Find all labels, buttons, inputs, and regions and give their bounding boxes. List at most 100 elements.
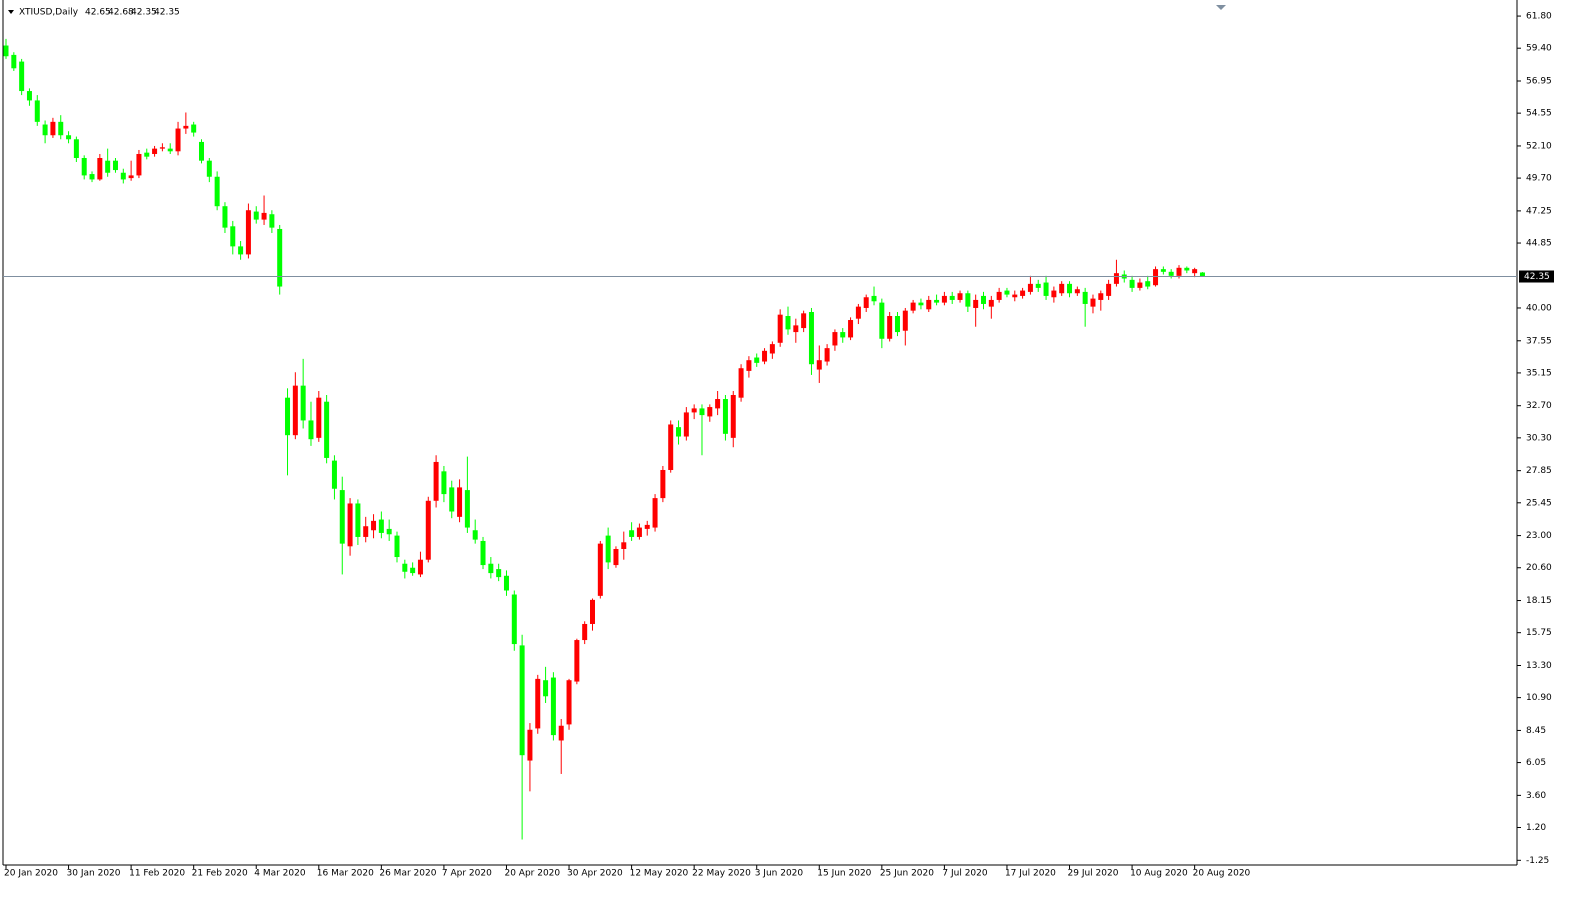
candle-body — [42, 124, 48, 136]
candle-body — [433, 461, 439, 501]
candle-body — [519, 645, 525, 756]
y-tick-label: 25.45 — [1526, 498, 1552, 508]
y-tick-label: 20.60 — [1526, 563, 1552, 573]
candle-body — [785, 316, 791, 330]
candle-body — [1082, 291, 1088, 304]
candle-body — [152, 148, 158, 154]
candle-body — [300, 385, 306, 421]
x-tick-label: 25 Jun 2020 — [880, 869, 934, 879]
candle-body — [371, 520, 377, 531]
candle-body — [472, 530, 478, 540]
x-tick-label: 17 Jul 2020 — [1005, 869, 1056, 879]
candle-body — [1160, 269, 1166, 272]
candle-body — [324, 401, 330, 458]
candle-body — [1020, 290, 1026, 296]
x-tick-label: 30 Apr 2020 — [567, 869, 623, 879]
candle-body — [73, 139, 79, 159]
y-tick-label: -1.25 — [1526, 856, 1549, 866]
candle-body — [840, 332, 846, 338]
candle-body — [1059, 283, 1065, 294]
x-tick-label: 3 Jun 2020 — [755, 869, 804, 879]
candle-body — [261, 212, 267, 220]
candle-body — [848, 320, 854, 338]
candle-body — [832, 332, 838, 346]
candle-body — [574, 640, 580, 682]
candle-body — [120, 172, 126, 180]
y-tick-label: 35.15 — [1526, 368, 1552, 378]
candle-body — [339, 490, 345, 544]
y-tick-label: 44.85 — [1526, 239, 1552, 249]
candle-body — [934, 299, 940, 303]
candle-body — [676, 427, 682, 437]
candle-body — [11, 54, 17, 69]
y-tick-label: 32.70 — [1526, 401, 1552, 411]
candle-body — [214, 176, 220, 207]
symbol-title: XTIUSD,Daily — [19, 8, 79, 18]
candle-body — [183, 125, 189, 129]
candle-body — [175, 128, 181, 152]
candle-body — [769, 344, 775, 354]
candle-body — [683, 412, 689, 437]
candle-body — [988, 299, 994, 307]
candle-body — [941, 295, 947, 303]
x-tick-label: 30 Jan 2020 — [67, 869, 121, 879]
x-tick-label: 7 Apr 2020 — [442, 869, 492, 879]
x-tick-label: 11 Feb 2020 — [129, 869, 185, 879]
candle-body — [19, 61, 25, 92]
candle-body — [230, 226, 236, 247]
candle-body — [722, 399, 728, 434]
candle-body — [277, 228, 283, 287]
candle-body — [1012, 294, 1018, 298]
y-tick-label: 18.15 — [1526, 596, 1552, 606]
candle-body — [503, 575, 509, 591]
candle-body — [902, 310, 908, 331]
y-tick-label: 30.30 — [1526, 433, 1552, 443]
candle-body — [644, 524, 650, 529]
candle-body — [1184, 267, 1190, 271]
candle-body — [855, 306, 861, 319]
candle-body — [668, 424, 674, 470]
candle-body — [378, 519, 384, 533]
candle-body — [629, 530, 635, 537]
y-tick-label: 49.70 — [1526, 174, 1552, 184]
candle-body — [527, 729, 533, 761]
candle-body — [621, 542, 627, 549]
candle-body — [1153, 269, 1159, 286]
candle-body — [1176, 267, 1182, 276]
candle-body — [1129, 279, 1135, 288]
last-high: 42.68 — [108, 8, 134, 18]
y-tick-label: 10.90 — [1526, 693, 1552, 703]
candle-body — [808, 311, 814, 365]
candle-body — [50, 121, 56, 136]
candle-body — [1051, 290, 1057, 298]
candle-body — [34, 100, 40, 122]
y-tick-label: 1.20 — [1526, 823, 1546, 833]
candle-body — [543, 680, 549, 697]
y-tick-label: 37.55 — [1526, 336, 1552, 346]
candle-body — [824, 348, 830, 362]
candle-body — [894, 316, 900, 333]
x-tick-label: 16 Mar 2020 — [317, 869, 374, 879]
candle-body — [910, 302, 916, 311]
candle-body — [613, 548, 619, 566]
candle-body — [715, 399, 721, 409]
candle-body — [558, 725, 564, 741]
candle-body — [871, 295, 877, 302]
candle-body — [425, 500, 431, 560]
candle-body — [26, 91, 32, 101]
candle-body — [66, 135, 72, 140]
candle-body — [566, 680, 572, 725]
candle-body — [206, 160, 212, 177]
candle-body — [590, 599, 595, 624]
y-tick-label: 54.55 — [1526, 109, 1552, 119]
candle-body — [1074, 289, 1080, 294]
candle-body — [887, 316, 893, 339]
candle-body — [550, 677, 556, 736]
candle-body — [511, 594, 517, 645]
candle-body — [1043, 282, 1049, 296]
candle-body — [269, 214, 275, 228]
candle-body — [996, 291, 1002, 300]
candle-body — [949, 295, 955, 300]
